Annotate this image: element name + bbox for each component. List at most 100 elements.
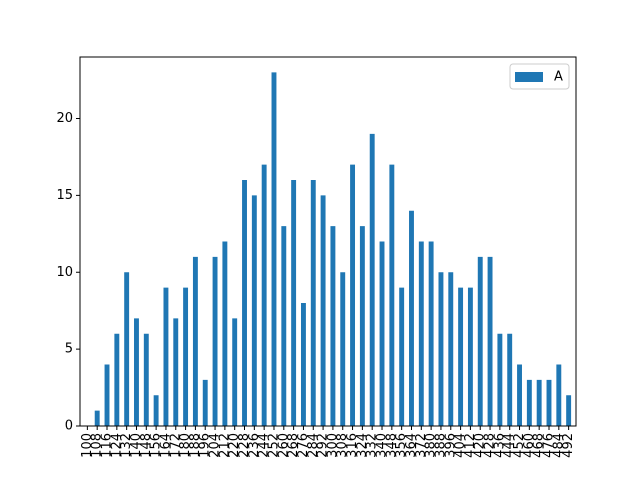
y-axis-ticks: 0 5 10 15 20 [56, 111, 80, 434]
bar-212 [222, 241, 228, 426]
bar-492 [566, 395, 572, 426]
x-tick-label: 188 [188, 433, 203, 458]
bar-156 [153, 395, 159, 426]
x-tick-label: 148 [139, 433, 154, 458]
legend: A [509, 63, 570, 90]
bar-372 [418, 241, 424, 426]
x-tick-label: 492 [561, 433, 576, 458]
x-tick-label: 124 [109, 433, 124, 458]
x-tick-label: 292 [316, 433, 331, 458]
bar-308 [340, 272, 346, 426]
bar-356 [399, 287, 405, 426]
bar-140 [134, 318, 139, 426]
x-tick-label: 172 [168, 433, 183, 458]
x-tick-label: 252 [266, 433, 281, 458]
bar-364 [409, 210, 414, 426]
bar-300 [330, 226, 336, 426]
x-tick-label: 388 [433, 433, 448, 458]
x-tick-label: 236 [247, 433, 262, 458]
x-tick-label: 212 [217, 433, 232, 458]
bar-460 [526, 379, 532, 426]
bar-324 [359, 226, 365, 426]
bar-436 [497, 333, 503, 426]
bar-468 [536, 379, 542, 426]
y-tick-label: 10 [56, 265, 73, 280]
bar-316 [350, 164, 356, 426]
bar-180 [183, 287, 189, 426]
x-tick-label: 300 [325, 433, 340, 458]
x-tick-label: 260 [276, 433, 291, 458]
x-tick-label: 324 [355, 433, 370, 458]
x-tick-label: 436 [492, 433, 507, 458]
bar-444 [507, 333, 513, 426]
x-tick-label: 452 [512, 433, 527, 458]
bar-332 [369, 133, 375, 426]
bar-148 [143, 333, 149, 426]
bar-172 [173, 318, 179, 426]
x-tick-label: 372 [414, 433, 429, 458]
bar-124 [114, 333, 120, 426]
bar-220 [232, 318, 238, 426]
plot-frame [79, 56, 577, 427]
x-tick-label: 468 [532, 433, 547, 458]
x-tick-label: 156 [149, 433, 164, 458]
x-tick-label: 412 [463, 433, 478, 458]
x-tick-label: 276 [296, 433, 311, 458]
x-tick-label: 268 [286, 433, 301, 458]
bar-204 [212, 256, 218, 426]
bar-476 [546, 379, 552, 426]
x-tick-label: 140 [129, 433, 144, 458]
y-tick-label: 5 [65, 342, 73, 357]
x-tick-label: 308 [335, 433, 350, 458]
bar-164 [163, 287, 169, 426]
y-tick-label: 20 [56, 111, 73, 126]
x-tick-label: 132 [119, 433, 134, 458]
bar-188 [192, 256, 198, 426]
bar-340 [379, 241, 385, 426]
bar-228 [242, 180, 247, 426]
x-tick-label: 460 [522, 433, 537, 458]
bar-396 [448, 272, 454, 426]
bar-380 [428, 241, 434, 426]
bar-108 [94, 410, 100, 426]
x-tick-label: 420 [473, 433, 488, 458]
bar-series [94, 72, 572, 426]
x-tick-label: 356 [394, 433, 409, 458]
legend-swatch [515, 72, 543, 82]
x-tick-label: 348 [384, 433, 399, 458]
x-tick-label: 340 [375, 433, 390, 458]
x-tick-label: 316 [345, 433, 360, 458]
x-tick-label: 444 [502, 433, 517, 458]
bar-388 [438, 272, 444, 426]
x-tick-label: 108 [90, 433, 105, 458]
y-tick-label: 15 [56, 188, 73, 203]
bar-452 [517, 364, 522, 426]
bar-260 [281, 226, 287, 426]
bar-196 [202, 379, 208, 426]
x-tick-label: 284 [306, 433, 321, 458]
bar-404 [458, 287, 464, 426]
x-tick-label: 180 [178, 433, 193, 458]
bar-284 [310, 180, 316, 426]
bar-116 [104, 364, 110, 426]
x-tick-label: 116 [100, 433, 115, 458]
x-tick-label: 164 [158, 433, 173, 458]
x-tick-label: 364 [404, 433, 419, 458]
bar-244 [261, 164, 267, 426]
bar-252 [271, 72, 277, 426]
bar-236 [251, 195, 257, 426]
x-tick-label: 380 [424, 433, 439, 458]
x-tick-label: 476 [541, 433, 556, 458]
y-tick-label: 0 [65, 419, 73, 434]
x-tick-label: 196 [198, 433, 213, 458]
bar-412 [467, 287, 473, 426]
legend-label: A [554, 70, 563, 85]
x-tick-label: 228 [237, 433, 252, 458]
bar-132 [124, 272, 130, 426]
bar-276 [300, 303, 306, 426]
x-tick-label: 404 [453, 433, 468, 458]
x-tick-label: 100 [80, 433, 95, 458]
bar-348 [389, 164, 395, 426]
x-tick-label: 428 [483, 433, 498, 458]
